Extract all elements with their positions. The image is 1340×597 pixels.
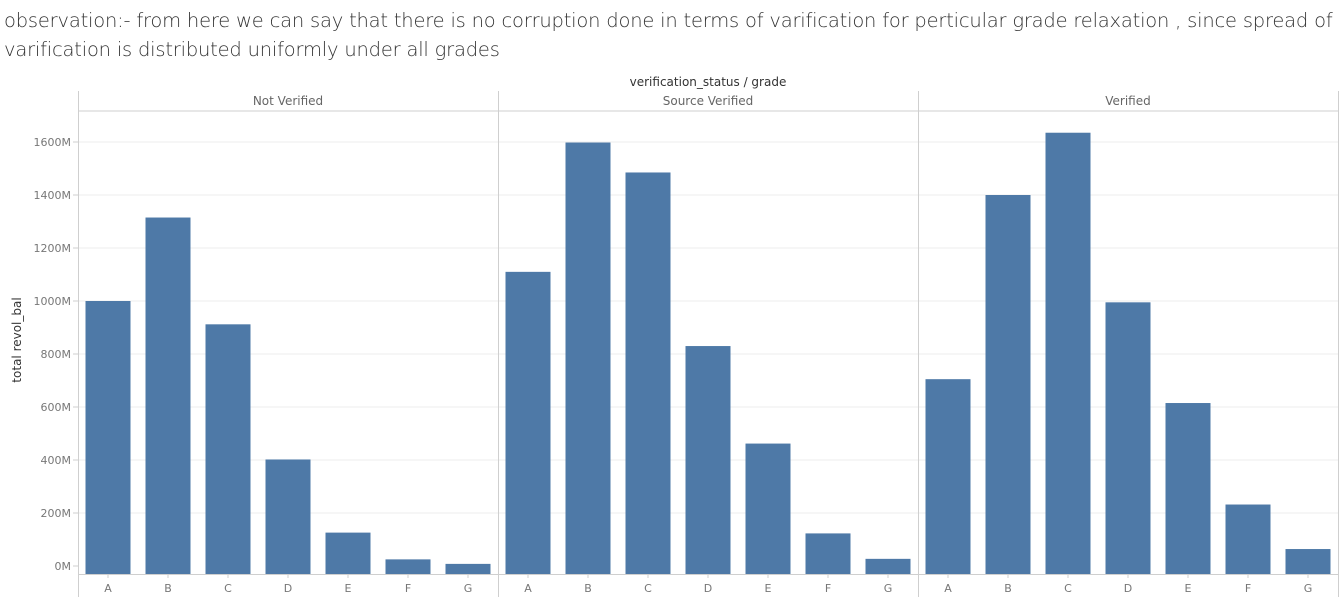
y-tick-label: 1200M: [34, 242, 72, 255]
y-tick-label: 1600M: [34, 136, 72, 149]
bars-layer: [85, 132, 1331, 574]
x-tick-label: F: [405, 582, 411, 595]
x-tick-label: D: [1124, 582, 1132, 595]
panel-headers: Not Verified Source Verified Verified: [253, 94, 1151, 108]
bar: [1225, 504, 1271, 574]
bar: [805, 533, 851, 574]
x-tick-label: E: [765, 582, 772, 595]
observation-text: observation:- from here we can say that …: [4, 9, 1333, 61]
bar: [1105, 302, 1151, 574]
x-tick-label: C: [644, 582, 652, 595]
bar: [865, 558, 911, 574]
bar: [985, 195, 1031, 574]
x-tick-label: D: [704, 582, 712, 595]
bar: [1045, 132, 1091, 574]
bar: [265, 459, 311, 574]
bar: [145, 217, 191, 574]
y-tick-label: 600M: [41, 401, 72, 414]
bar: [85, 301, 131, 574]
x-tick-label: F: [1245, 582, 1251, 595]
x-tick-label: A: [944, 582, 952, 595]
y-tick-label: 1400M: [34, 189, 72, 202]
bar: [925, 379, 971, 574]
panel-header-label: Verified: [1105, 94, 1151, 108]
panel-header-label: Source Verified: [663, 94, 754, 108]
y-tick-label: 200M: [41, 507, 72, 520]
x-tick-label: G: [464, 582, 473, 595]
bar: [565, 142, 611, 574]
bar: [385, 559, 431, 574]
y-tick-label: 0M: [55, 560, 72, 573]
x-tick-label: G: [1304, 582, 1313, 595]
x-tick-label: E: [345, 582, 352, 595]
x-tick-label: C: [1064, 582, 1072, 595]
bar: [325, 532, 371, 574]
bar: [205, 324, 251, 574]
bar: [505, 271, 551, 574]
x-tick-label: A: [524, 582, 532, 595]
panel-header-label: Not Verified: [253, 94, 323, 108]
bar: [1165, 403, 1211, 574]
y-tick-label: 400M: [41, 454, 72, 467]
x-tick-label: B: [164, 582, 172, 595]
y-axis-title: total revol_bal: [10, 297, 24, 382]
chart-title: verification_status / grade: [630, 75, 787, 89]
x-tick-label: F: [825, 582, 831, 595]
bar: [1285, 549, 1331, 574]
bar: [745, 443, 791, 574]
bar: [625, 172, 671, 574]
x-tick-label: B: [584, 582, 592, 595]
x-tick-label: A: [104, 582, 112, 595]
x-tick-label: C: [224, 582, 232, 595]
x-tick-label: D: [284, 582, 292, 595]
x-tick-label: E: [1185, 582, 1192, 595]
y-tick-label: 1000M: [34, 295, 72, 308]
y-axis: 0M 200M 400M 600M 800M 1000M 1200M 1400M 1600M: [34, 136, 78, 573]
x-tick-label: G: [884, 582, 893, 595]
y-tick-label: 800M: [41, 348, 72, 361]
bar: [445, 563, 491, 574]
x-tick-label: B: [1004, 582, 1012, 595]
bar: [685, 346, 731, 574]
